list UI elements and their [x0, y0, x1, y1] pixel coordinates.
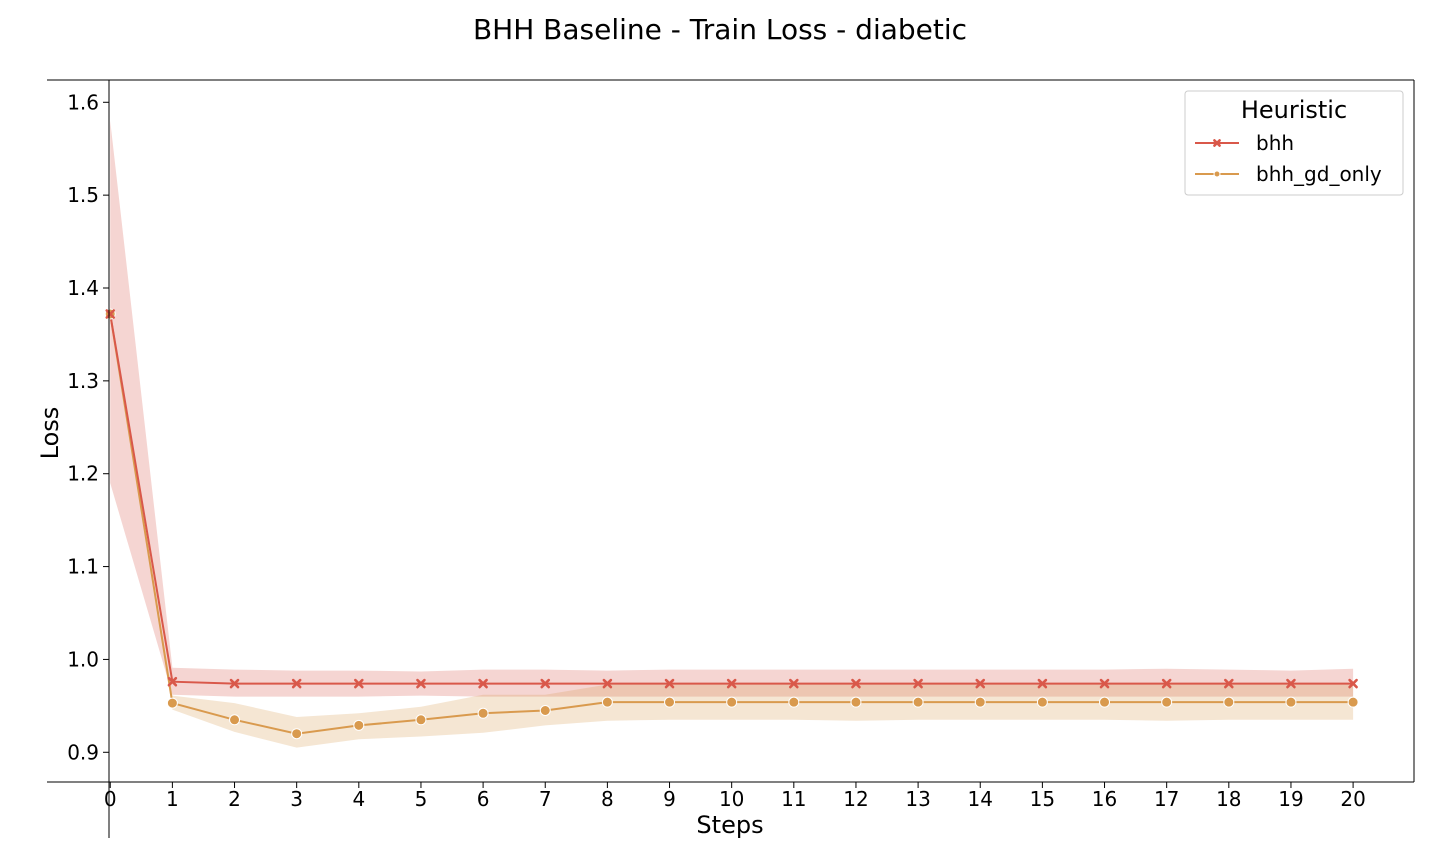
data-point-bhh — [105, 309, 116, 319]
data-point-bhh-gd-only — [1347, 696, 1359, 708]
x-tick-label: 14 — [968, 787, 993, 811]
x-tick-label: 16 — [1092, 787, 1117, 811]
data-point-bhh-gd-only — [601, 696, 613, 708]
data-point-bhh — [229, 678, 240, 689]
x-tick-label: 11 — [781, 787, 806, 811]
x-tick-label: 6 — [477, 787, 490, 811]
y-tick-label: 1.0 — [67, 647, 99, 671]
x-tick-label: 5 — [415, 787, 428, 811]
data-point-bhh-gd-only — [1285, 696, 1297, 708]
legend-label-bhh: bhh — [1256, 131, 1294, 155]
y-tick-label: 1.6 — [67, 90, 99, 114]
x-tick-label: 9 — [663, 787, 676, 811]
x-tick-label: 2 — [228, 787, 241, 811]
x-tick-label: 7 — [539, 787, 552, 811]
data-point-bhh-gd-only — [664, 696, 676, 708]
x-tick-label: 10 — [719, 787, 744, 811]
legend-marker-bhh — [1213, 139, 1221, 147]
data-point-bhh — [1037, 678, 1048, 689]
y-axis-ticks: 0.9 1.0 1.1 1.2 1.3 1.4 1.5 1.6 — [67, 90, 109, 764]
data-point-bhh-gd-only — [1223, 696, 1235, 708]
data-point-bhh — [602, 678, 613, 689]
data-point-bhh — [913, 678, 923, 689]
data-point-bhh — [291, 678, 302, 689]
y-tick-label: 1.2 — [67, 462, 99, 486]
data-point-bhh-gd-only — [291, 728, 303, 740]
legend-frame — [1184, 90, 1404, 196]
data-point-bhh-gd-only — [726, 696, 738, 708]
data-point-bhh-gd-only — [229, 714, 241, 726]
data-point-bhh — [851, 678, 861, 689]
data-point-bhh — [354, 678, 364, 689]
data-point-bhh — [1099, 678, 1110, 689]
series-markers — [104, 308, 1359, 740]
x-tick-label: 15 — [1030, 787, 1055, 811]
y-tick-label: 1.1 — [67, 555, 99, 579]
x-tick-label: 20 — [1340, 787, 1365, 811]
data-point-bhh — [167, 676, 178, 687]
confidence-band-bhh — [110, 120, 1354, 697]
series-line-bhh — [109, 313, 1354, 685]
x-axis-label: Steps — [696, 811, 763, 839]
y-tick-label: 1.4 — [67, 276, 99, 300]
axes — [47, 79, 1415, 838]
y-tick-label: 1.5 — [67, 183, 99, 207]
data-point-bhh — [1348, 678, 1358, 689]
y-axis-label: Loss — [36, 407, 64, 460]
data-point-bhh-gd-only — [1036, 696, 1048, 708]
x-tick-label: 13 — [905, 787, 930, 811]
data-point-bhh-gd-only — [1161, 696, 1173, 708]
x-tick-label: 4 — [352, 787, 365, 811]
legend-label-bhh-gd-only: bhh_gd_only — [1256, 162, 1382, 186]
x-tick-label: 18 — [1216, 787, 1241, 811]
data-point-bhh — [1224, 678, 1234, 689]
x-tick-label: 17 — [1154, 787, 1179, 811]
data-point-bhh-gd-only — [974, 696, 986, 708]
data-point-bhh — [416, 678, 426, 689]
confidence-bands — [110, 120, 1354, 748]
x-axis-ticks: 0 1 2 3 4 5 6 7 8 9 10 11 12 13 14 15 16 17 18 19 20 — [104, 782, 1366, 811]
legend-marker-bhh-gd-only — [1213, 170, 1221, 178]
x-tick-label: 1 — [166, 787, 179, 811]
x-tick-label: 12 — [843, 787, 868, 811]
chart-title: BHH Baseline - Train Loss - diabetic — [473, 13, 967, 46]
data-point-bhh — [726, 678, 737, 689]
data-point-bhh — [1161, 678, 1172, 689]
data-point-bhh-gd-only — [788, 696, 800, 708]
x-tick-label: 8 — [601, 787, 614, 811]
x-tick-label: 0 — [104, 787, 117, 811]
data-point-bhh — [664, 678, 675, 689]
y-tick-label: 0.9 — [67, 740, 99, 764]
data-point-bhh — [478, 678, 488, 689]
legend: Heuristic bhh bhh_gd_only — [1184, 90, 1404, 196]
data-point-bhh — [789, 678, 799, 689]
data-point-bhh — [975, 678, 986, 689]
data-point-bhh-gd-only — [166, 697, 178, 709]
x-tick-label: 19 — [1278, 787, 1303, 811]
legend-title: Heuristic — [1241, 96, 1347, 124]
data-point-bhh — [540, 678, 551, 689]
data-point-bhh-gd-only — [912, 696, 924, 708]
data-point-bhh-gd-only — [415, 714, 427, 726]
data-point-bhh-gd-only — [477, 707, 489, 719]
data-point-bhh-gd-only — [539, 705, 551, 716]
x-tick-label: 3 — [290, 787, 303, 811]
y-tick-label: 1.3 — [67, 369, 99, 393]
data-point-bhh-gd-only — [353, 719, 365, 731]
data-point-bhh — [1286, 678, 1296, 689]
legend-items: bhh bhh_gd_only — [1195, 131, 1382, 186]
data-point-bhh-gd-only — [1099, 696, 1111, 708]
data-point-bhh-gd-only — [850, 696, 862, 708]
